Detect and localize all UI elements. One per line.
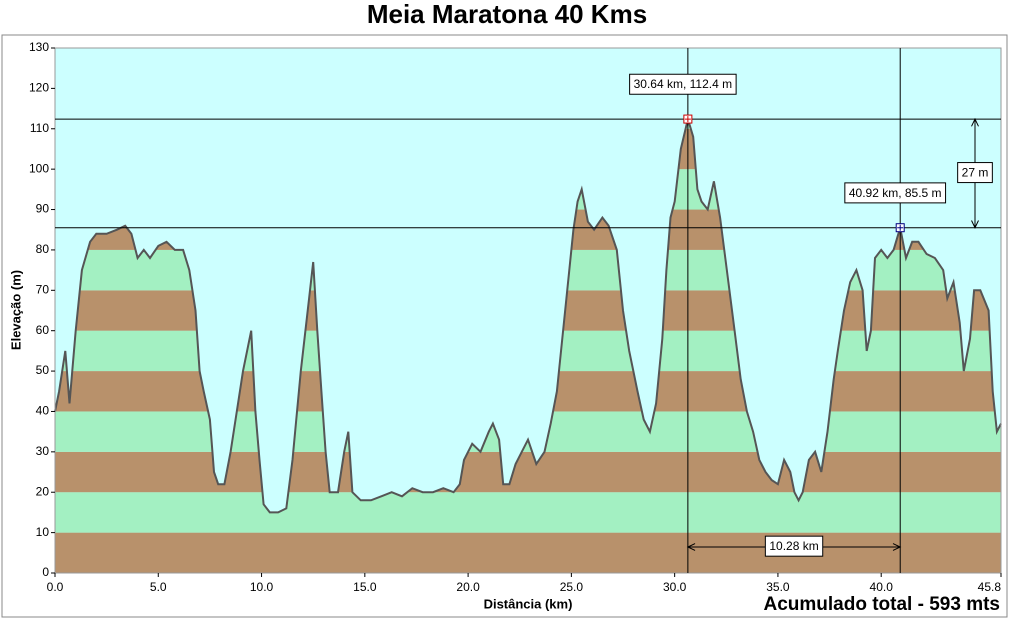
x-tick-label: 5.0 (150, 580, 167, 594)
y-tick-label: 30 (36, 444, 50, 458)
footer: Acumulado total - 593 mts (764, 594, 1001, 615)
marker-label: 40.92 km, 85.5 m (849, 186, 942, 200)
x-tick-label: 0.0 (47, 580, 64, 594)
y-tick-label: 40 (36, 404, 50, 418)
marker-label-box: 40.92 km, 85.5 m (844, 182, 947, 204)
y-tick-label: 50 (36, 363, 50, 377)
delta-y-arrow-head (971, 117, 979, 127)
delta-y-label-box: 27 m (957, 162, 993, 184)
chart-title: Meia Maratona 40 Kms (367, 0, 647, 29)
profile-line (54, 115, 1002, 514)
x-tick-label: 40.0 (870, 580, 894, 594)
y-tick-label: 60 (36, 323, 50, 337)
x-tick-label: 10.0 (250, 580, 274, 594)
y-tick-label: 70 (36, 282, 50, 296)
x-tick-label: 15.0 (353, 580, 377, 594)
delta-x-label: 10.28 km (769, 539, 818, 553)
x-axis-title: Distância (km) (484, 596, 573, 611)
elevation-band (55, 492, 1001, 533)
delta-y-label: 27 m (962, 166, 989, 180)
marker-label: 30.64 km, 112.4 m (634, 77, 733, 91)
marker-cross (897, 224, 904, 231)
y-axis-title: Elevação (m) (8, 270, 23, 350)
delta-x-label-box: 10.28 km (764, 535, 824, 557)
x-tick-label: 35.0 (766, 580, 790, 594)
marker-label-box: 30.64 km, 112.4 m (629, 73, 737, 95)
y-tick-label: 90 (36, 202, 50, 216)
y-tick-label: 10 (36, 525, 50, 539)
delta-x-arrow-head (892, 543, 902, 551)
x-tick-label: 30.0 (663, 580, 687, 594)
y-tick-label: 110 (30, 121, 49, 135)
x-tick-label: 20.0 (456, 580, 480, 594)
delta-x-arrow-head (686, 543, 696, 551)
y-tick-label: 130 (29, 40, 49, 54)
y-tick-label: 0 (42, 565, 49, 579)
y-tick-label: 100 (29, 161, 49, 175)
elevation-band (55, 451, 1001, 493)
y-tick-label: 80 (36, 242, 50, 256)
x-tick-label: 45.8 (978, 580, 1002, 594)
plot-border (54, 47, 1002, 574)
marker-cross (684, 116, 691, 123)
elevation-band (55, 532, 1001, 573)
y-tick-label: 120 (29, 81, 49, 95)
delta-y-arrow-head (971, 220, 979, 229)
y-tick-label: 20 (36, 484, 50, 498)
x-tick-label: 25.0 (560, 580, 584, 594)
